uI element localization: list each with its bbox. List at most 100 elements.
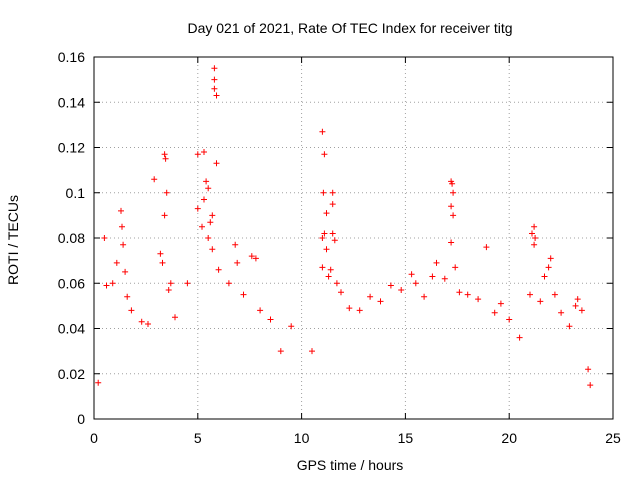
data-point — [545, 264, 552, 271]
data-point — [138, 318, 145, 325]
data-point — [113, 259, 120, 266]
data-point — [211, 76, 218, 83]
chart-title: Day 021 of 2021, Rate Of TEC Index for r… — [187, 20, 512, 36]
data-point — [338, 289, 344, 296]
data-point — [333, 280, 340, 287]
data-point — [267, 316, 274, 323]
data-point — [367, 293, 374, 300]
y-axis-label: ROTI / TECUs — [5, 195, 21, 285]
data-point — [203, 178, 210, 185]
data-point — [163, 189, 170, 196]
data-point — [157, 250, 164, 257]
data-point — [532, 235, 539, 241]
data-point — [398, 287, 405, 293]
data-point — [201, 149, 207, 155]
data-point — [319, 235, 326, 241]
data-point — [161, 151, 168, 158]
data-point — [205, 235, 212, 241]
x-tick-label: 15 — [398, 430, 414, 446]
y-tick-label: 0.06 — [58, 275, 85, 291]
y-axis: 0 0.02 0.04 0.06 0.08 0.1 0.12 0.14 0.16 — [58, 49, 613, 427]
data-point — [288, 323, 295, 330]
data-point — [547, 255, 554, 262]
data-point — [225, 280, 232, 287]
data-point — [421, 293, 428, 300]
data-point — [412, 280, 419, 287]
x-axis-label: GPS time / hours — [297, 457, 404, 473]
x-tick-label: 0 — [90, 430, 98, 446]
data-point — [551, 291, 558, 298]
data-point — [161, 212, 168, 219]
data-point — [321, 151, 328, 158]
data-point — [408, 271, 415, 278]
data-point — [541, 273, 548, 280]
data-point — [119, 223, 125, 230]
data-point — [572, 302, 579, 309]
data-point — [184, 280, 191, 287]
data-point — [248, 253, 255, 260]
data-point — [194, 151, 201, 158]
data-point — [199, 223, 205, 230]
data-point — [433, 259, 440, 266]
data-point — [356, 307, 363, 314]
data-point — [578, 307, 585, 314]
data-point — [211, 65, 218, 72]
data-point — [531, 241, 538, 248]
data-point — [167, 280, 174, 287]
data-point — [165, 287, 172, 293]
data-point — [213, 160, 220, 167]
y-tick-label: 0.16 — [58, 49, 85, 65]
data-point — [211, 85, 218, 92]
data-point — [257, 307, 264, 314]
data-point — [321, 230, 328, 237]
data-point — [506, 316, 513, 323]
data-point — [537, 298, 544, 305]
data-point — [449, 180, 456, 187]
data-point — [483, 244, 490, 251]
data-point — [201, 196, 207, 203]
data-point — [456, 289, 463, 296]
y-tick-label: 0.02 — [58, 366, 85, 382]
data-point — [464, 291, 471, 298]
data-point — [232, 241, 239, 248]
data-point — [124, 293, 131, 300]
data-point — [475, 296, 482, 303]
data-point — [452, 264, 459, 271]
data-point — [448, 203, 455, 210]
data-point — [319, 264, 326, 271]
data-point — [213, 92, 220, 99]
data-point — [159, 259, 166, 266]
data-point — [531, 223, 538, 230]
data-point — [323, 246, 330, 253]
data-point — [320, 189, 327, 196]
data-points — [95, 65, 594, 389]
data-point — [252, 255, 259, 262]
x-axis: 0 5 10 15 20 25 — [90, 57, 621, 446]
data-point — [450, 189, 457, 196]
data-point — [209, 246, 216, 253]
y-tick-label: 0 — [77, 411, 85, 427]
data-point — [585, 366, 592, 373]
data-point — [194, 205, 201, 212]
data-point — [587, 382, 594, 389]
data-point — [441, 275, 448, 282]
x-tick-label: 20 — [501, 430, 517, 446]
data-point — [162, 155, 169, 162]
data-point — [516, 334, 523, 341]
data-point — [118, 207, 124, 214]
data-point — [205, 185, 212, 192]
data-point — [151, 176, 158, 183]
data-point — [574, 296, 581, 303]
data-point — [325, 273, 332, 280]
data-point — [215, 266, 222, 273]
data-point — [329, 201, 336, 208]
data-point — [329, 230, 336, 237]
data-point — [120, 241, 127, 248]
data-point — [234, 259, 241, 266]
data-point — [450, 212, 457, 219]
data-point — [95, 379, 102, 386]
data-point — [323, 210, 330, 217]
data-point — [566, 323, 573, 330]
y-tick-label: 0.12 — [58, 140, 85, 156]
